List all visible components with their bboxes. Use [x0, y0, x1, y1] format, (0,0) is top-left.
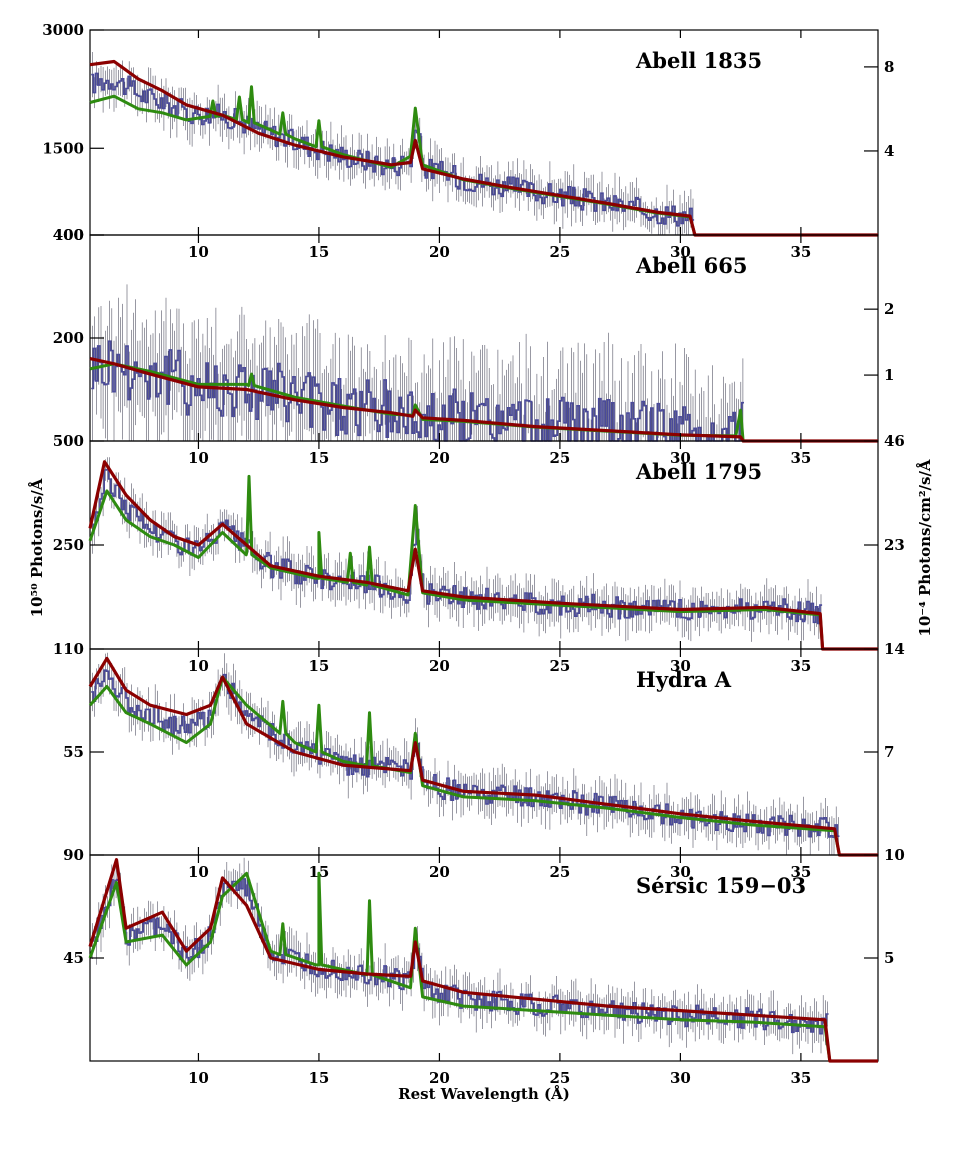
x-tick-label: 10 [188, 1069, 209, 1087]
spectrum-panel: 10 15 20 25 30 35 500 250 46 23 Abell 1795 [53, 432, 905, 675]
model-green-series [88, 474, 878, 651]
y-tick-label-left: 1500 [42, 139, 84, 157]
model-red-series [89, 59, 878, 237]
model-red-series [89, 357, 878, 443]
x-tick-label: 35 [790, 863, 811, 881]
x-tick-label: 25 [549, 243, 570, 261]
y-tick-label-left: 400 [53, 226, 84, 244]
y-tick-label-left: 45 [63, 949, 84, 967]
y-axis-title-left: 10⁵⁰ Photons/s/Å [28, 478, 46, 617]
x-tick-label: 20 [429, 1069, 450, 1087]
panel-title: Hydra A [636, 667, 732, 692]
x-tick-label: 35 [790, 1069, 811, 1087]
y-axis-title-right: 10⁻⁴ Photons/cm²/s/Å [916, 459, 934, 637]
x-tick-label: 30 [670, 1069, 691, 1087]
x-tick-label: 15 [308, 1069, 329, 1087]
x-tick-label: 25 [549, 1069, 570, 1087]
x-tick-label: 20 [429, 863, 450, 881]
y-tick-label-left: 3000 [42, 21, 84, 39]
y-tick-label-right: 10 [884, 846, 905, 864]
x-tick-label: 25 [549, 863, 570, 881]
x-tick-label: 25 [549, 449, 570, 467]
x-tick-label: 10 [188, 657, 209, 675]
x-tick-label: 10 [188, 863, 209, 881]
x-tick-label: 20 [429, 657, 450, 675]
data-series [91, 878, 829, 1035]
x-tick-label: 35 [790, 243, 811, 261]
x-tick-label: 15 [308, 657, 329, 675]
x-axis-title: Rest Wavelength (Å) [398, 1085, 570, 1103]
model-red-series [88, 858, 878, 1063]
x-tick-label: 20 [429, 449, 450, 467]
y-tick-label-left: 110 [53, 640, 84, 658]
y-tick-label-left: 250 [53, 536, 84, 554]
y-tick-label-left: 500 [53, 432, 84, 450]
panel-title: Abell 1835 [635, 48, 762, 73]
spectrum-panel: 10 15 20 25 30 35 400 200 2 1 Abell 665 [53, 226, 895, 467]
data-series [91, 669, 840, 838]
x-tick-label: 35 [790, 657, 811, 675]
x-tick-label: 15 [308, 449, 329, 467]
y-tick-label-right: 8 [884, 58, 894, 76]
y-tick-label-left: 400 [53, 226, 84, 244]
x-tick-label: 10 [188, 243, 209, 261]
y-tick-label-right: 5 [884, 949, 894, 967]
panel-title: Abell 1795 [635, 459, 762, 484]
spectrum-panel: 10 15 20 25 30 35 90 45 10 5 Sérsic 159−03 [63, 846, 905, 1087]
y-tick-label-right: 1 [884, 366, 894, 384]
y-tick-label-left: 90 [63, 846, 84, 864]
panel-frame [89, 234, 879, 442]
x-tick-label: 30 [670, 863, 691, 881]
x-tick-label: 25 [549, 657, 570, 675]
x-tick-label: 35 [790, 449, 811, 467]
model-red-series [88, 460, 878, 651]
x-tick-label: 10 [188, 449, 209, 467]
x-tick-label: 30 [670, 243, 691, 261]
x-tick-label: 15 [308, 243, 329, 261]
data-series [91, 340, 744, 442]
y-tick-label-right: 4 [884, 142, 894, 160]
y-tick-label-right: 23 [884, 536, 905, 554]
y-tick-label-left: 200 [53, 329, 84, 347]
spectrum-panel: 10 15 20 25 30 35 3000 1500 400 8 4 Abell 1835 [42, 21, 894, 261]
x-tick-label: 30 [670, 657, 691, 675]
model-green-series [88, 675, 878, 857]
y-tick-label-right: 14 [884, 640, 905, 658]
y-tick-label-right: 7 [884, 743, 894, 761]
data-error-bars [92, 284, 744, 441]
panel-title: Abell 665 [635, 253, 747, 278]
model-red-series [88, 656, 878, 857]
y-tick-label-right: 46 [884, 432, 905, 450]
data-series [91, 72, 695, 227]
y-tick-label-left: 55 [63, 743, 84, 761]
model-green-series [88, 871, 878, 1063]
spectrum-panel: 10 15 20 25 30 35 110 55 14 7 Hydra A [53, 640, 905, 881]
y-tick-label-right: 2 [884, 300, 894, 318]
panel-title: Sérsic 159−03 [636, 873, 806, 898]
x-tick-label: 30 [670, 449, 691, 467]
x-tick-label: 20 [429, 243, 450, 261]
